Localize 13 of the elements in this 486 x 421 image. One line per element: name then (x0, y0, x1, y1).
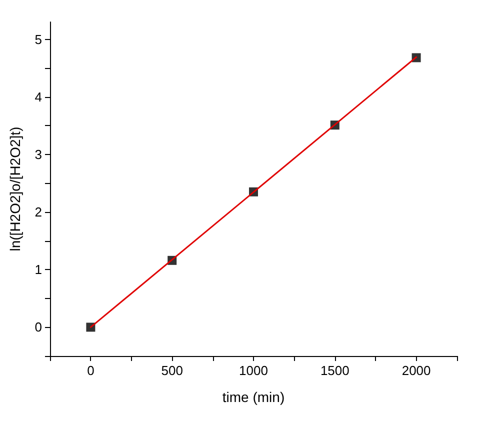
y-tick-label: 3 (34, 146, 42, 162)
y-tick-label: 2 (34, 204, 42, 220)
y-tick-label: 5 (34, 32, 42, 47)
y-tick-label: 0 (34, 320, 42, 335)
x-tick-label: 0 (87, 363, 94, 378)
x-axis-title: time (min) (222, 389, 285, 405)
y-axis-title: ln([H2O2]o/[H2O2]t) (7, 126, 23, 252)
x-tick-label: 1500 (320, 363, 350, 378)
y-tick-label: 4 (34, 89, 42, 104)
y-tick-label: 1 (34, 262, 42, 278)
x-tick-label: 500 (161, 363, 183, 378)
x-tick-label: 1000 (239, 363, 268, 378)
x-tick-label: 2000 (402, 363, 431, 378)
